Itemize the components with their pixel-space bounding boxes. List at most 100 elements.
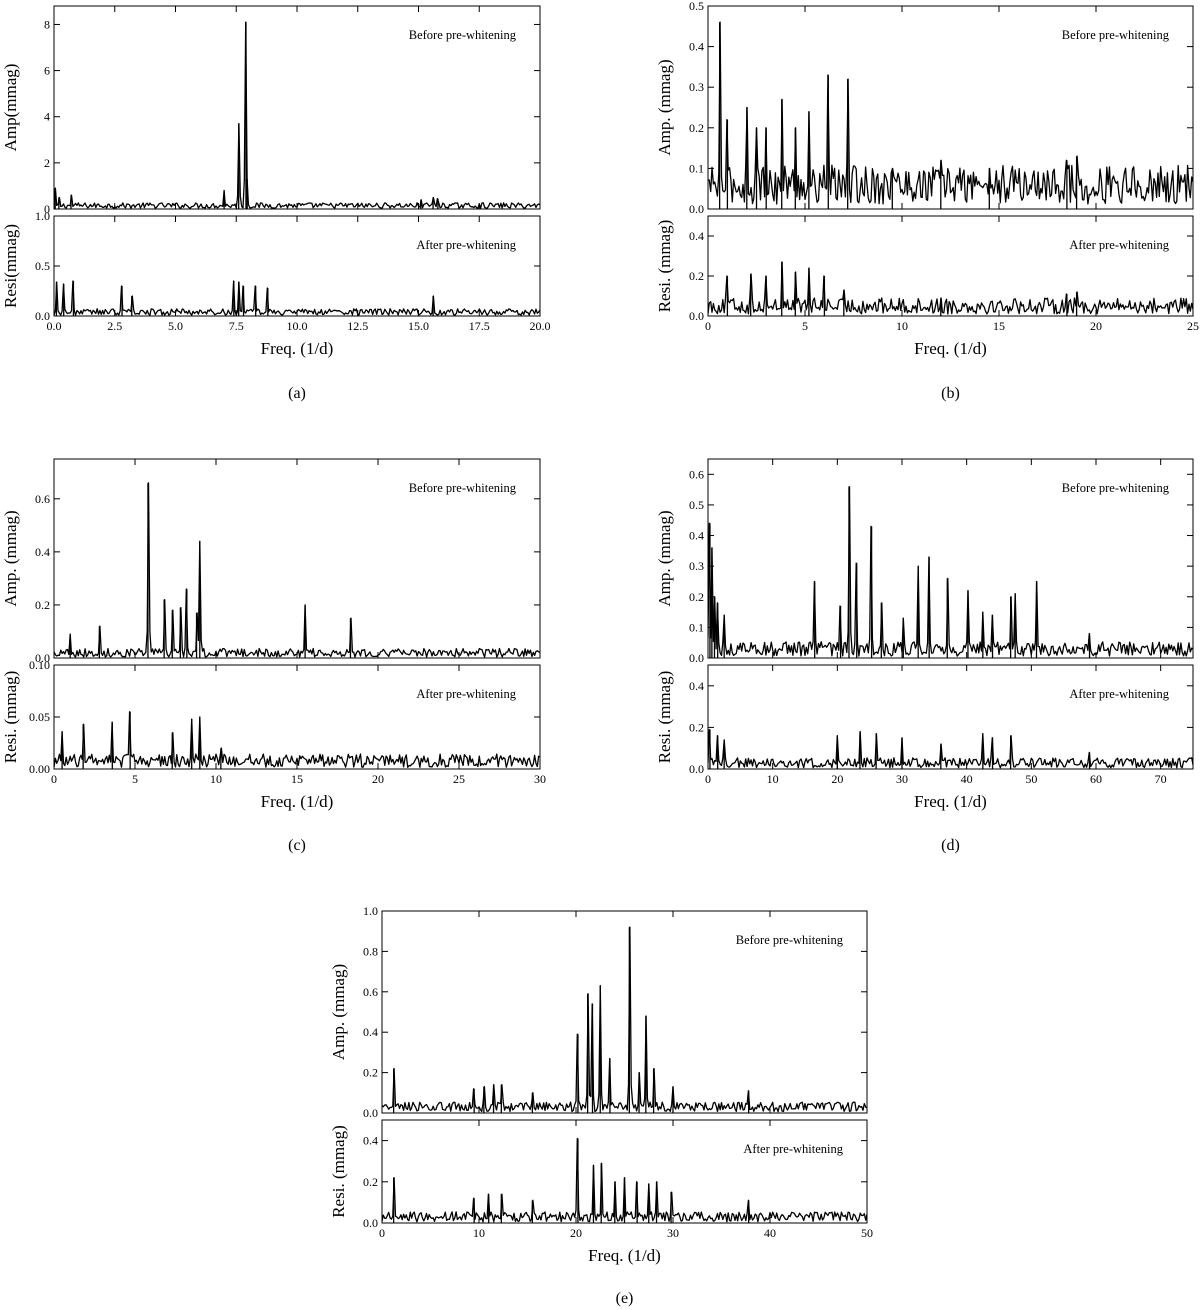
panel-3-xtick-label: 30 xyxy=(896,772,908,786)
panel-2-top-annotation: Before pre-whitening xyxy=(409,481,517,495)
panel-3-top-ytick-label: 0.2 xyxy=(689,590,704,604)
panel-4-top-ytick-label: 1.0 xyxy=(363,904,378,918)
panel-3-top-ytick-label: 0.4 xyxy=(689,529,704,543)
panel-1-top-ytick-label: 0.2 xyxy=(689,121,704,135)
panel-1-bottom-frame xyxy=(707,215,1194,317)
panel-0-top-ytick-label: 0 xyxy=(44,202,50,216)
panel-4-xtick-label: 30 xyxy=(667,1226,679,1240)
panel-2-bottom-annotation: After pre-whitening xyxy=(416,687,516,701)
panel-2-top-ylabel: Amp. (mmag) xyxy=(1,510,20,606)
panel-0-top-ytick-label: 8 xyxy=(44,17,50,31)
panel-2-xtick-label: 5 xyxy=(132,772,138,786)
panel-1-top-ylabel: Amp. (mmag) xyxy=(655,59,674,155)
panel-3-xtick-label: 70 xyxy=(1155,772,1167,786)
panel-4-top-axes: 0.0 0.2 0.4 0.6 0.8 1.0 Before pre-whitening Am… xyxy=(329,904,868,1120)
panel-0-xlabel: Freq. (1/d) xyxy=(261,339,334,358)
panel-2-top-ytick-label: 0.2 xyxy=(35,598,50,612)
panel-4-top-series-line xyxy=(382,926,867,1113)
panel-2-bottom-frame xyxy=(53,664,541,770)
panel-3-bottom-ytick-label: 0.2 xyxy=(689,720,704,734)
panel-0-bottom-ytick-label: 1.0 xyxy=(35,209,50,223)
panel-4-top-ytick-label: 0.4 xyxy=(363,1025,378,1039)
panel-3-bottom-ytick-label: 0.0 xyxy=(689,762,704,776)
panel-4-xtick-label: 50 xyxy=(861,1226,873,1240)
panel-1-xtick-label: 5 xyxy=(802,319,808,333)
panel-2-xtick-label: 15 xyxy=(291,772,303,786)
panel-1-top-ytick-label: 0.0 xyxy=(689,202,704,216)
panel-1-bottom-ytick-label: 0.2 xyxy=(689,269,704,283)
panel-4-bottom-frame xyxy=(381,1119,868,1224)
panel-1-xtick-label: 10 xyxy=(896,319,908,333)
panel-4-xtick-label: 40 xyxy=(764,1226,776,1240)
panel-0-xtick-label: 0.0 xyxy=(47,319,62,333)
panel-0-top-ytick-label: 4 xyxy=(44,110,50,124)
panel-1-bottom-axes: 0.0 0.2 0.4 0 5 10 15 20 25 After pre-whitening Re… xyxy=(655,215,1199,333)
panel-0-xtick-label: 15.0 xyxy=(408,319,429,333)
panel-1-top-ytick-label: 0.1 xyxy=(689,161,704,175)
panel-4-top-ytick-label: 0.8 xyxy=(363,944,378,958)
panel-0-top-ylabel: Amp(mmag) xyxy=(1,64,20,152)
panel-3-top-ytick-label: 0.1 xyxy=(689,620,704,634)
panel-3-top-annotation: Before pre-whitening xyxy=(1062,481,1170,495)
panel-0-xtick-label: 5.0 xyxy=(168,319,183,333)
panel-3-bottom-axes: 0.0 0.2 0.4 0 10 20 30 40 50 60 70 After pre-whiten… xyxy=(655,664,1194,786)
panel-0-bottom-ytick-label: 0.5 xyxy=(35,259,50,273)
panel-4-bottom-ytick-label: 0.2 xyxy=(363,1175,378,1189)
panel-3-xtick-label: 10 xyxy=(767,772,779,786)
panel-2-top-ytick-label: 0.0 xyxy=(35,651,50,665)
panel-3-bottom-ylabel: Resi. (mmag) xyxy=(655,671,674,764)
panel-3-top-ytick-label: 0.3 xyxy=(689,559,704,573)
panel-4-bottom-axes: 0.0 0.2 0.4 0 10 20 30 40 50 After pre-whitening R… xyxy=(329,1119,873,1240)
panel-2-top-axes: 0.0 0.2 0.4 0.6 Before pre-whitening Amp. (mm… xyxy=(1,458,541,665)
panel-3-xlabel: Freq. (1/d) xyxy=(914,792,987,811)
panel-2-top-ytick-label: 0.4 xyxy=(35,545,50,559)
panel-1-top-ytick-label: 0.4 xyxy=(689,40,704,54)
panel-2-caption: (c) xyxy=(288,837,306,854)
panel-4-bottom-ytick-label: 0.4 xyxy=(363,1134,378,1148)
panel-3-xtick-label: 60 xyxy=(1090,772,1102,786)
panel-3-top-ylabel: Amp. (mmag) xyxy=(655,510,674,606)
panel-2-top-ytick-label: 0.6 xyxy=(35,492,50,506)
panel-3-top-axes: 0.0 0.1 0.2 0.3 0.4 0.5 0.6 Before pre-whitenin… xyxy=(655,458,1194,665)
panel-3-top-ytick-label: 0.0 xyxy=(689,651,704,665)
panel-0-xtick-label: 17.5 xyxy=(469,319,490,333)
panel-2-top-series-line xyxy=(54,482,540,658)
panel-1-xtick-label: 25 xyxy=(1187,319,1199,333)
panel-2-xtick-label: 0 xyxy=(51,772,57,786)
panel-4-top-annotation: Before pre-whitening xyxy=(736,933,844,947)
panel-3-bottom-series-line xyxy=(708,728,1193,769)
panel-2-bottom-ytick-label: 0.10 xyxy=(29,658,50,672)
panel-3-bottom-annotation: After pre-whitening xyxy=(1069,687,1169,701)
panel-1-xlabel: Freq. (1/d) xyxy=(914,339,987,358)
panel-0-caption: (a) xyxy=(288,385,306,402)
panel-1-xtick-label: 15 xyxy=(993,319,1005,333)
panel-3-bottom-frame xyxy=(707,664,1194,770)
panel-0-xtick-label: 20.0 xyxy=(530,319,551,333)
panel-1-caption: (b) xyxy=(941,385,960,402)
panel-1-top-annotation: Before pre-whitening xyxy=(1062,28,1170,42)
panel-0-xtick-label: 2.5 xyxy=(107,319,122,333)
panel-4-xtick-label: 10 xyxy=(473,1226,485,1240)
panel-0-top-ytick-label: 2 xyxy=(44,156,50,170)
panel-0-bottom-ytick-label: 0.0 xyxy=(35,309,50,323)
panel-4-top-ytick-label: 0.2 xyxy=(363,1066,378,1080)
panel-2-bottom-ytick-label: 0.05 xyxy=(29,710,50,724)
panel-0-bottom-frame xyxy=(53,215,541,317)
panel-4-xlabel: Freq. (1/d) xyxy=(588,1246,661,1265)
panel-4-top-frame xyxy=(381,910,868,1114)
panel-2-bottom-series-line xyxy=(54,711,540,768)
panel-4-caption: (e) xyxy=(616,1290,634,1307)
panel-4-top-ylabel: Amp. (mmag) xyxy=(329,964,348,1060)
panel-3-top-series-line xyxy=(708,485,1193,657)
panel-3-caption: (d) xyxy=(941,837,960,854)
panel-4-bottom-ylabel: Resi. (mmag) xyxy=(329,1125,348,1218)
panel-3-bottom-ytick-label: 0.4 xyxy=(689,679,704,693)
panel-0-bottom-ylabel: Resi(mmag) xyxy=(1,224,20,308)
panel-1-xtick-label: 0 xyxy=(705,319,711,333)
panel-4-xtick-label: 20 xyxy=(570,1226,582,1240)
panel-3-top-ytick-label: 0.6 xyxy=(689,467,704,481)
panel-0-bottom-axes: 0.0 0.5 1.0 0.0 2.5 5.0 7.5 10.0 12.5 15.0 17.5 20.… xyxy=(1,209,551,333)
panel-3-top-ytick-label: 0.5 xyxy=(689,498,704,512)
panel-4-xtick-label: 0 xyxy=(379,1226,385,1240)
panel-3-xtick-label: 0 xyxy=(705,772,711,786)
